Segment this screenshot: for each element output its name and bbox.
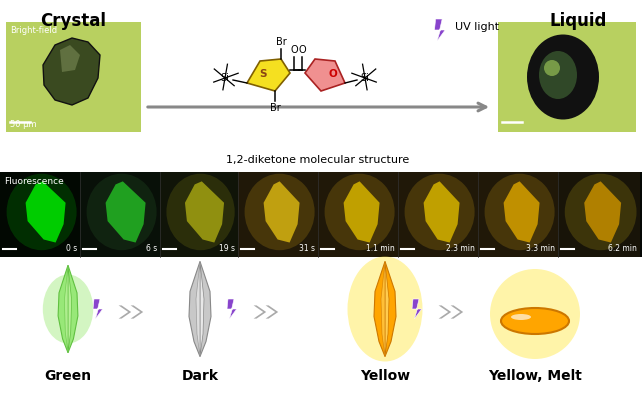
Polygon shape [584,181,621,243]
Text: 3.3 min: 3.3 min [526,244,555,253]
Polygon shape [43,38,100,105]
Ellipse shape [490,269,580,359]
Polygon shape [247,59,290,91]
Ellipse shape [501,308,569,334]
Text: 19 s: 19 s [219,244,235,253]
Polygon shape [185,181,224,243]
Bar [498,22,636,132]
Text: Dark: Dark [182,369,218,383]
Polygon shape [385,262,389,356]
Text: 6 s: 6 s [146,244,157,253]
Ellipse shape [527,34,599,119]
Bar [80,172,160,257]
Bar [398,172,478,257]
Bar [238,172,318,257]
Text: O: O [329,69,338,79]
Polygon shape [200,262,204,356]
Polygon shape [105,181,146,243]
Text: Yellow, Melt: Yellow, Melt [488,369,582,383]
Ellipse shape [404,174,474,250]
Text: Si: Si [221,73,229,83]
Polygon shape [254,305,266,319]
Text: Green: Green [44,369,92,383]
Polygon shape [60,45,80,72]
Ellipse shape [485,174,555,250]
Ellipse shape [43,275,93,343]
Polygon shape [343,181,379,243]
Polygon shape [189,262,211,356]
Text: 6.2 min: 6.2 min [608,244,637,253]
Text: 0 s: 0 s [65,244,77,253]
Ellipse shape [6,174,76,250]
Text: Fluorescence: Fluorescence [4,177,64,186]
Text: O: O [290,45,298,55]
Bar [558,172,640,257]
Text: S: S [259,69,266,79]
Ellipse shape [325,174,395,250]
Bar [0,0,642,172]
Polygon shape [93,299,103,319]
Polygon shape [26,181,65,243]
Polygon shape [130,305,143,319]
Text: 31 s: 31 s [299,244,315,253]
Polygon shape [68,265,72,353]
Text: Bright-field: Bright-field [10,26,57,35]
Text: 1.1 min: 1.1 min [366,244,395,253]
Bar [0,172,80,257]
Text: O: O [298,45,306,55]
Ellipse shape [544,60,560,76]
Polygon shape [119,305,131,319]
Polygon shape [374,262,396,356]
Ellipse shape [245,174,315,250]
Polygon shape [412,299,422,319]
Text: Yellow: Yellow [360,369,410,383]
Ellipse shape [87,174,157,250]
Text: Br: Br [270,103,281,113]
Ellipse shape [539,51,577,99]
Polygon shape [196,262,200,356]
Polygon shape [438,305,451,319]
Bar [478,172,558,257]
Text: Br: Br [275,37,286,47]
Text: 1,2-diketone molecular structure: 1,2-diketone molecular structure [227,155,410,165]
Polygon shape [264,181,300,243]
Polygon shape [424,181,460,243]
Ellipse shape [347,256,422,362]
Ellipse shape [166,174,235,250]
Ellipse shape [511,314,531,320]
Polygon shape [503,181,539,243]
Ellipse shape [565,174,636,250]
Polygon shape [266,305,278,319]
Polygon shape [227,299,237,319]
Polygon shape [435,19,445,41]
Bar [0,172,642,257]
Polygon shape [305,59,345,91]
Text: Crystal: Crystal [40,12,106,30]
Text: 2.3 min: 2.3 min [446,244,475,253]
Text: 50 μm: 50 μm [10,120,37,129]
Text: UV light: UV light [455,22,499,32]
Polygon shape [381,262,385,356]
Polygon shape [451,305,463,319]
Polygon shape [64,265,68,353]
Bar [0,257,642,405]
Bar [160,172,238,257]
Polygon shape [58,265,78,353]
Bar [318,172,398,257]
Text: Liquid: Liquid [550,12,607,30]
Bar [6,22,141,132]
Text: Si: Si [361,73,369,83]
